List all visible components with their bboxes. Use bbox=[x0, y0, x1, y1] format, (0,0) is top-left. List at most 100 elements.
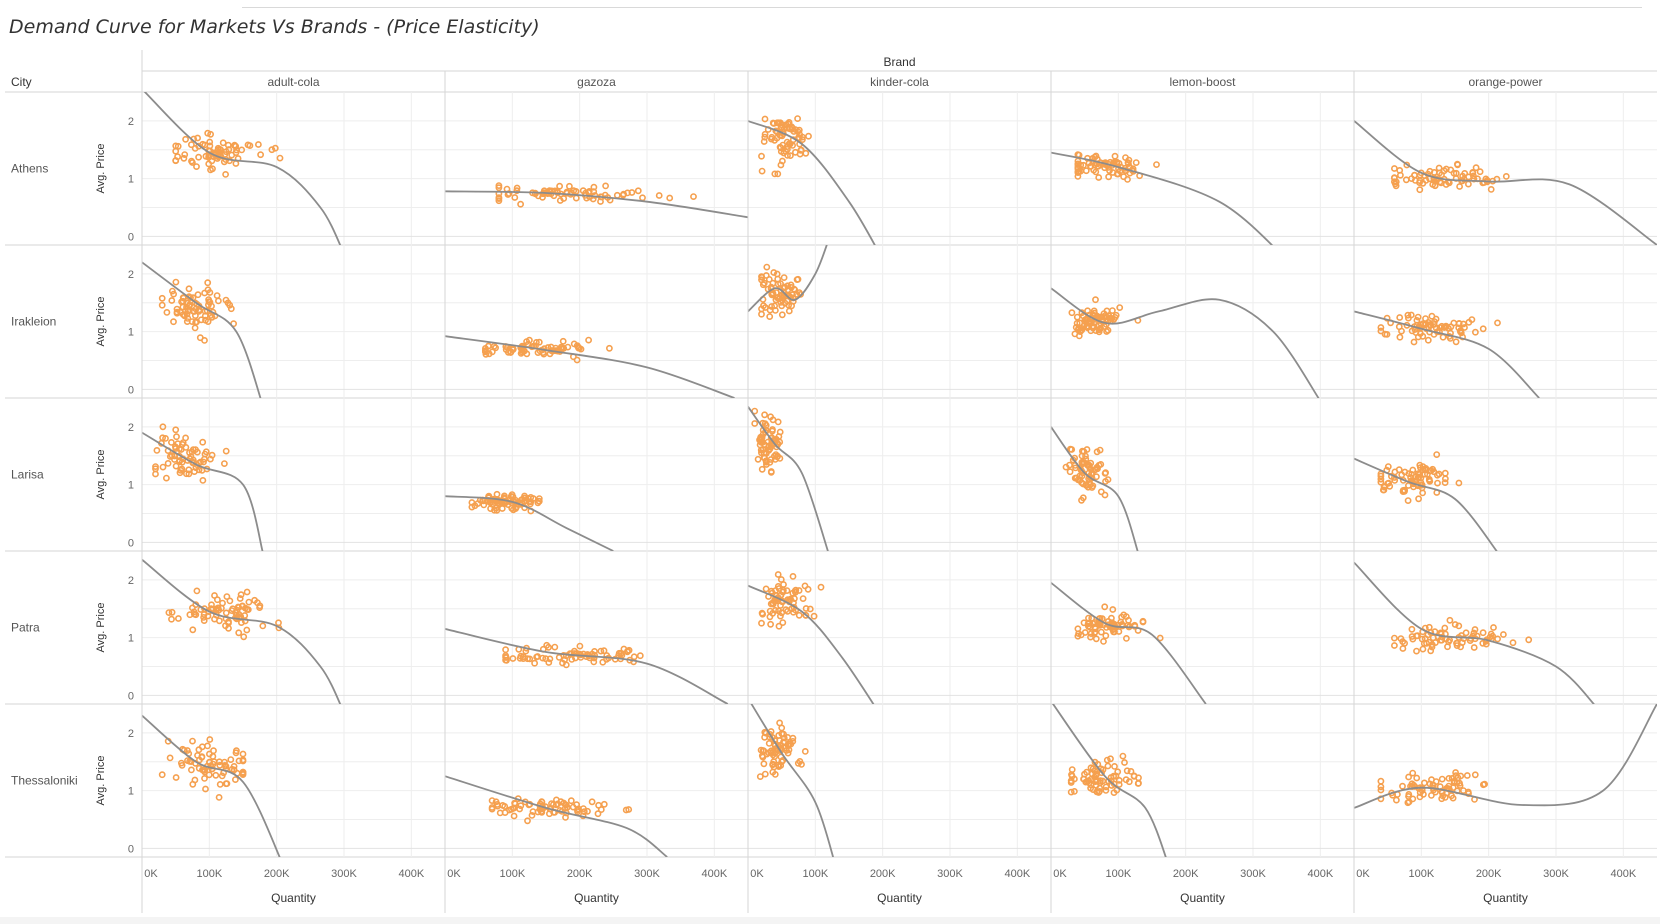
data-point bbox=[198, 743, 206, 751]
panel-thessaloniki-lemon-boost bbox=[1050, 704, 1354, 857]
panel-thessaloniki-gazoza bbox=[444, 704, 748, 857]
data-point bbox=[172, 462, 180, 470]
trend-line bbox=[750, 704, 834, 857]
data-point bbox=[194, 134, 201, 142]
panel-larisa-gazoza bbox=[444, 398, 748, 551]
data-point bbox=[1091, 629, 1098, 637]
data-point bbox=[162, 474, 170, 482]
data-point bbox=[634, 187, 642, 195]
top-divider bbox=[242, 7, 1642, 8]
data-point bbox=[504, 501, 512, 508]
scatter-points bbox=[758, 571, 825, 630]
data-point bbox=[1470, 644, 1478, 651]
data-point bbox=[191, 776, 199, 784]
data-point bbox=[1139, 617, 1147, 625]
data-point bbox=[600, 647, 608, 655]
data-point bbox=[817, 583, 825, 591]
data-point bbox=[1463, 772, 1471, 779]
x-tick-label: 200K bbox=[870, 868, 896, 880]
data-point bbox=[799, 595, 807, 602]
data-point bbox=[538, 808, 546, 816]
data-point bbox=[189, 626, 197, 634]
data-point bbox=[1494, 635, 1501, 643]
data-point bbox=[624, 648, 631, 656]
y-axis-title: Avg. Price bbox=[95, 297, 107, 347]
data-point bbox=[580, 808, 588, 816]
panel-irakleion-adult-cola bbox=[141, 245, 445, 398]
panel-larisa-adult-cola bbox=[141, 398, 445, 551]
panel-larisa-kinder-cola bbox=[747, 398, 1051, 551]
data-point bbox=[546, 655, 554, 663]
data-point bbox=[1110, 628, 1118, 636]
data-point bbox=[1442, 165, 1450, 173]
data-point bbox=[496, 809, 504, 817]
bottom-band bbox=[0, 917, 1660, 924]
data-point bbox=[1405, 482, 1412, 489]
data-point bbox=[1085, 779, 1093, 787]
data-point bbox=[552, 801, 560, 809]
data-point bbox=[774, 571, 782, 578]
data-point bbox=[1416, 471, 1423, 478]
data-point bbox=[773, 270, 781, 278]
data-point bbox=[794, 275, 802, 283]
data-point bbox=[792, 148, 799, 156]
data-point bbox=[597, 647, 605, 655]
data-point bbox=[1377, 478, 1385, 486]
y-axis-title: Avg. Price bbox=[95, 756, 107, 806]
data-point bbox=[1395, 466, 1403, 474]
data-point bbox=[1456, 779, 1463, 787]
data-point bbox=[580, 805, 587, 812]
data-point bbox=[1416, 789, 1424, 796]
data-point bbox=[798, 761, 805, 768]
x-tick-label: 300K bbox=[331, 868, 357, 880]
data-point bbox=[276, 154, 284, 162]
data-point bbox=[567, 797, 575, 805]
data-point bbox=[1096, 788, 1103, 795]
scatter-points bbox=[1377, 451, 1463, 504]
data-point bbox=[777, 612, 784, 620]
data-point bbox=[206, 758, 213, 766]
data-point bbox=[1429, 181, 1437, 188]
data-point bbox=[216, 781, 224, 788]
data-point bbox=[209, 165, 216, 173]
data-point bbox=[566, 182, 573, 190]
data-point bbox=[1088, 770, 1096, 778]
data-point bbox=[1102, 632, 1110, 640]
data-point bbox=[761, 770, 769, 778]
data-point bbox=[1097, 628, 1105, 636]
data-point bbox=[767, 413, 774, 421]
data-point bbox=[799, 133, 806, 141]
data-point bbox=[769, 279, 777, 287]
data-point bbox=[1086, 319, 1094, 327]
data-point bbox=[1073, 319, 1081, 327]
data-point bbox=[176, 457, 184, 464]
data-point bbox=[769, 600, 777, 608]
data-point bbox=[168, 615, 175, 623]
y-tick-label: 0 bbox=[128, 537, 134, 549]
data-point bbox=[1445, 775, 1453, 782]
data-point bbox=[777, 144, 785, 152]
data-point bbox=[786, 140, 794, 148]
data-point bbox=[1102, 311, 1109, 319]
trend-line bbox=[142, 558, 342, 704]
data-point bbox=[1456, 183, 1463, 190]
y-tick-label: 0 bbox=[128, 384, 134, 396]
data-point bbox=[182, 135, 189, 143]
data-point bbox=[566, 650, 574, 657]
data-point bbox=[1092, 635, 1100, 643]
trend-line bbox=[143, 92, 342, 245]
data-point bbox=[259, 622, 267, 630]
data-point bbox=[1502, 172, 1510, 180]
data-point bbox=[585, 336, 592, 344]
data-point bbox=[590, 658, 598, 666]
data-point bbox=[1082, 452, 1089, 460]
x-tick-label: 200K bbox=[264, 868, 290, 880]
data-point bbox=[1425, 476, 1433, 484]
data-point bbox=[1381, 330, 1389, 338]
data-point bbox=[198, 766, 206, 774]
data-point bbox=[182, 443, 190, 451]
data-point bbox=[781, 283, 789, 291]
data-point bbox=[559, 659, 566, 667]
data-point bbox=[241, 604, 249, 612]
